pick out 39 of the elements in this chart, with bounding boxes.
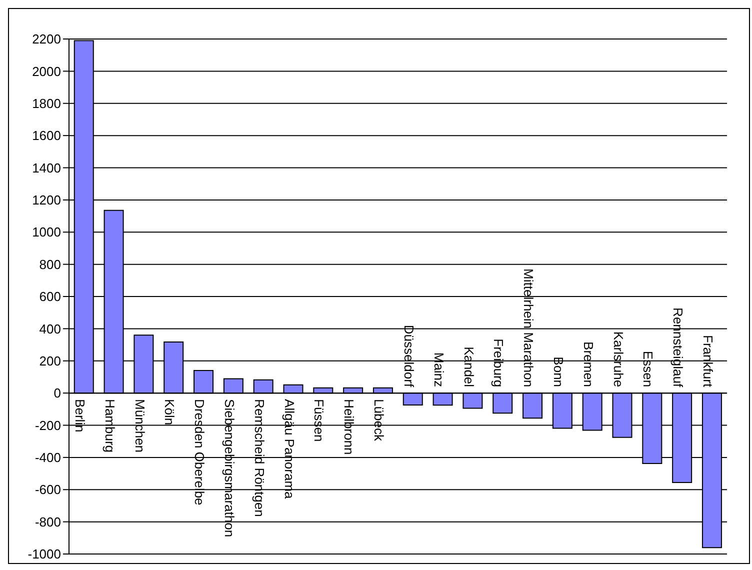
y-tick-label: 1800	[32, 96, 61, 111]
x-tick-label: Bonn	[550, 356, 566, 388]
x-tick-label: Freiburg	[491, 338, 506, 388]
x-tick-label: München	[132, 399, 148, 453]
y-tick-label: -1000	[28, 546, 61, 562]
x-tick-label: Heilbronn	[342, 399, 357, 455]
x-tick-label: Füssen	[312, 399, 327, 442]
x-tick-label: Karlsruhe	[610, 331, 626, 388]
y-tick-label: 600	[39, 289, 61, 304]
x-tick-label: Kandel	[461, 346, 476, 388]
x-tick-label: Siebengebirgsmarathon	[222, 399, 237, 538]
y-tick-label: -200	[34, 418, 61, 433]
y-tick-label: 2000	[32, 64, 61, 79]
x-tick-label: Remscheid Röntgen	[252, 399, 267, 517]
y-tick-label: 1400	[32, 160, 61, 176]
x-tick-label: Lübeck	[372, 399, 387, 442]
y-tick-label: 1600	[32, 128, 61, 144]
x-tick-label: Allgäu Panorama	[282, 399, 297, 500]
x-tick-label: Bremen	[580, 342, 596, 388]
x-tick-label: Düsseldorf	[401, 324, 416, 388]
y-tick-label: -800	[34, 514, 61, 530]
y-tick-label: 400	[39, 321, 61, 336]
y-tick-label: 2200	[32, 32, 61, 47]
x-tick-label: Rennsteiglauf	[670, 308, 686, 388]
x-tick-label: Frankfurt	[700, 335, 716, 388]
x-tick-label: Mittelrhein Marathon	[521, 268, 536, 388]
x-tick-label: Mainz	[431, 352, 446, 388]
x-tick-label: Berlin	[72, 399, 88, 432]
y-tick-label: 800	[39, 256, 61, 272]
y-tick-label: -600	[34, 482, 61, 498]
y-tick-label: 200	[39, 353, 61, 368]
x-tick-label: Dresden Oberelbe	[192, 399, 208, 506]
y-tick-label: -400	[34, 450, 61, 466]
x-tick-label: Köln	[162, 399, 178, 426]
x-tick-label: Hamburg	[102, 399, 118, 453]
y-tick-label: 1000	[32, 224, 61, 240]
x-tick-label: Essen	[640, 350, 656, 388]
y-tick-label: 0	[54, 386, 61, 401]
y-tick-label: 1200	[32, 192, 61, 208]
